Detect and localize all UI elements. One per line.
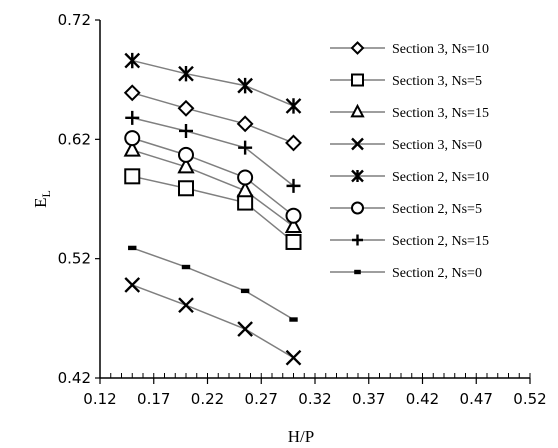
data-point-asterisk <box>285 98 302 114</box>
legend-item: Section 3, Ns=0 <box>330 137 482 153</box>
x-tick-label: 0.17 <box>137 390 170 408</box>
series-line <box>132 137 294 217</box>
legend-item: Section 2, Ns=10 <box>330 169 489 185</box>
x-tick-label: 0.37 <box>352 390 385 408</box>
data-point-circle <box>178 146 194 163</box>
data-point-diamond <box>123 84 141 102</box>
data-point-diamond <box>285 134 302 152</box>
legend: Section 3, Ns=10 Section 3, Ns=5 Section 3… <box>330 41 489 281</box>
data-point-asterisk <box>237 77 253 94</box>
series <box>124 52 302 114</box>
x-tick-label: 0.12 <box>83 390 116 408</box>
data-point-circle <box>285 207 302 224</box>
legend-item: Section 2, Ns=15 <box>330 234 489 249</box>
legend-label: Section 3, Ns=0 <box>392 138 482 153</box>
legend-label: Section 2, Ns=0 <box>392 266 482 281</box>
series-layer <box>123 52 303 366</box>
y-tick-label: 0.62 <box>58 130 91 148</box>
legend-label: Section 2, Ns=10 <box>392 170 489 185</box>
series-line <box>132 149 294 228</box>
data-point-square <box>178 180 194 197</box>
data-point-dash <box>128 245 137 251</box>
data-point-dash <box>354 269 361 275</box>
data-point-triangle <box>236 180 254 198</box>
legend-label: Section 2, Ns=5 <box>392 202 482 217</box>
data-point-x <box>285 349 302 366</box>
data-point-asterisk <box>178 65 194 82</box>
data-point-plus <box>179 123 193 138</box>
data-point-circle <box>351 201 364 215</box>
series <box>128 245 298 322</box>
series <box>124 130 302 224</box>
data-point-square <box>237 194 254 211</box>
data-point-triangle <box>123 140 141 157</box>
legend-label: Section 3, Ns=15 <box>392 106 489 121</box>
data-point-diamond <box>177 99 195 117</box>
series <box>123 140 303 234</box>
series <box>124 277 302 366</box>
series-line <box>132 92 294 144</box>
data-point-circle <box>237 169 254 186</box>
legend-label: Section 2, Ns=15 <box>392 234 489 249</box>
legend-item: Section 3, Ns=10 <box>330 41 489 57</box>
series <box>125 110 301 193</box>
x-tick-label: 0.47 <box>460 390 493 408</box>
data-point-plus <box>238 140 253 155</box>
data-point-circle <box>124 130 141 147</box>
data-point-x <box>351 137 364 151</box>
y-tick-label: 0.42 <box>58 369 91 387</box>
data-point-triangle <box>350 103 365 118</box>
series-line <box>132 175 294 243</box>
series-line <box>131 284 294 359</box>
data-point-dash <box>181 264 191 270</box>
legend-item: Section 3, Ns=15 <box>330 103 489 121</box>
data-point-square <box>351 73 364 87</box>
data-point-plus <box>125 110 140 125</box>
legend-item: Section 2, Ns=0 <box>330 266 482 281</box>
data-point-square <box>124 168 141 185</box>
data-point-x <box>237 321 253 337</box>
data-point-square <box>285 233 302 250</box>
legend-label: Section 3, Ns=5 <box>392 74 482 89</box>
legend-label: Section 3, Ns=10 <box>392 42 489 57</box>
y-axis-title-main: E <box>31 197 50 207</box>
series <box>123 84 302 152</box>
data-point-dash <box>289 317 298 322</box>
x-tick-label: 0.32 <box>298 390 331 408</box>
data-point-triangle <box>284 216 303 234</box>
x-tick-label: 0.27 <box>245 390 278 408</box>
data-point-plus <box>286 178 301 193</box>
series-line <box>131 247 294 321</box>
x-tick-label: 0.52 <box>513 390 546 408</box>
y-tick-label: 0.72 <box>58 11 91 29</box>
x-tick-label: 0.22 <box>191 390 224 408</box>
data-point-x <box>178 297 194 314</box>
y-axis-title: EL <box>31 190 53 208</box>
data-point-dash <box>240 288 250 294</box>
data-point-asterisk <box>124 52 141 69</box>
legend-item: Section 3, Ns=5 <box>330 73 482 89</box>
data-point-x <box>124 277 141 293</box>
y-axis-title-subscript: L <box>39 190 53 197</box>
data-point-triangle <box>177 156 195 174</box>
data-point-asterisk <box>351 169 364 183</box>
series-line <box>132 117 294 187</box>
x-tick-label: 0.42 <box>406 390 439 408</box>
axes: 0.42 0.52 0.62 0.72 0.12 0.17 0.22 0.27 0.32 0.37… <box>58 11 547 408</box>
series-line <box>132 59 294 107</box>
data-point-plus <box>352 234 363 246</box>
series <box>124 168 302 250</box>
data-point-diamond <box>236 115 254 133</box>
data-point-diamond <box>350 41 365 55</box>
x-axis-title: H/P <box>288 427 314 446</box>
y-tick-label: 0.52 <box>58 250 91 268</box>
legend-item: Section 2, Ns=5 <box>330 201 482 217</box>
